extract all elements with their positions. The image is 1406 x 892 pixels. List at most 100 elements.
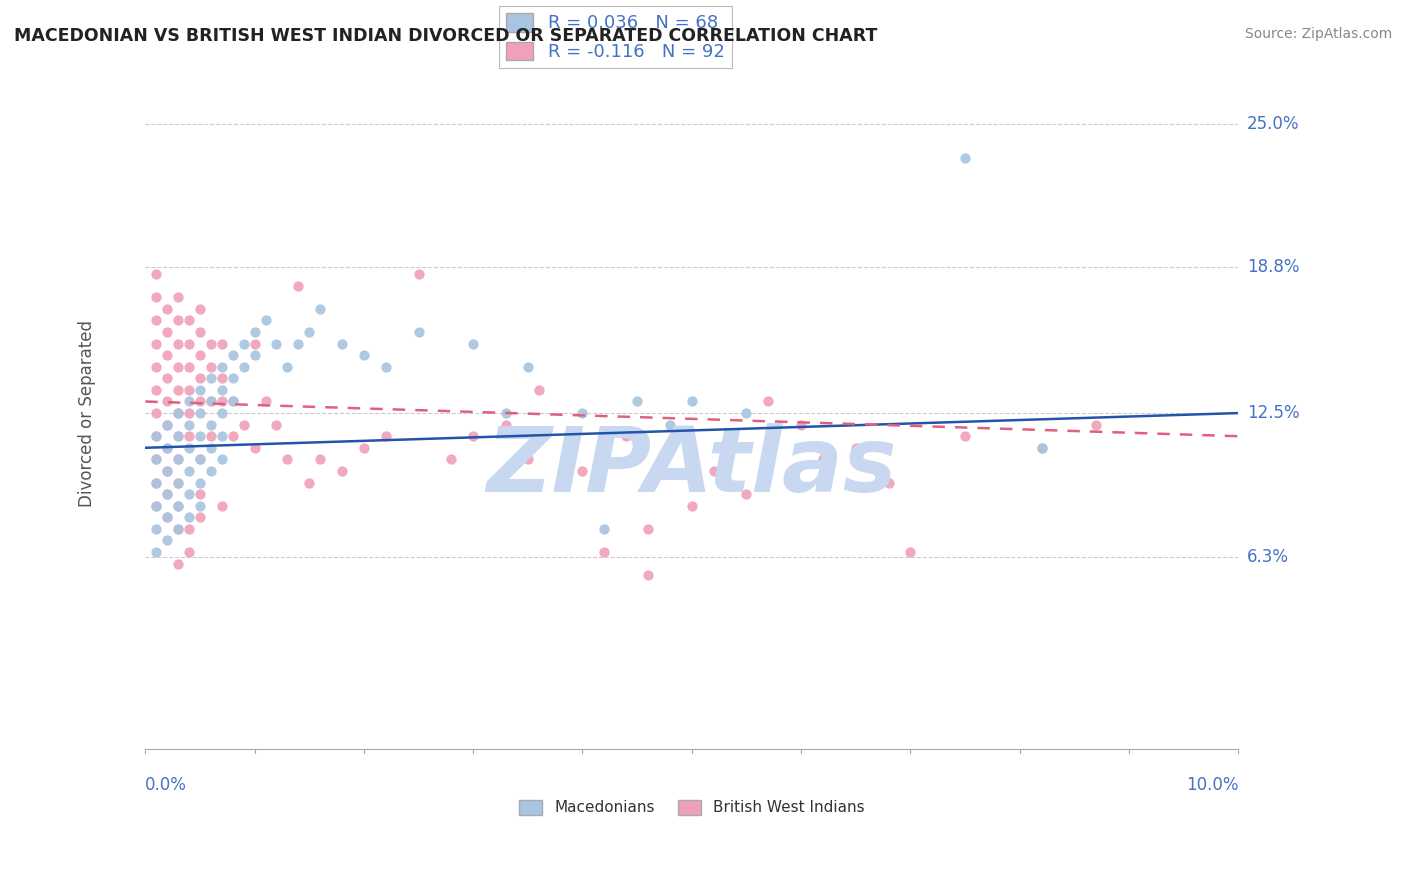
Point — [516, 359, 538, 374]
Point — [211, 336, 233, 351]
Point — [374, 359, 396, 374]
Point — [200, 441, 222, 455]
Legend: Macedonians, British West Indians: Macedonians, British West Indians — [513, 793, 870, 822]
Point — [177, 429, 200, 443]
Point — [188, 452, 211, 467]
Point — [463, 336, 485, 351]
Point — [177, 406, 200, 420]
Point — [527, 383, 550, 397]
Point — [681, 499, 703, 513]
Point — [156, 533, 179, 548]
Point — [200, 336, 222, 351]
Point — [145, 452, 167, 467]
Point — [145, 499, 167, 513]
Point — [211, 499, 233, 513]
Point — [167, 557, 190, 571]
Point — [658, 417, 681, 432]
Point — [167, 359, 190, 374]
Point — [156, 417, 179, 432]
Point — [167, 290, 190, 304]
Point — [495, 406, 517, 420]
Point — [188, 499, 211, 513]
Point — [188, 429, 211, 443]
Point — [243, 336, 266, 351]
Point — [156, 301, 179, 316]
Point — [309, 301, 332, 316]
Text: 10.0%: 10.0% — [1185, 776, 1239, 795]
Point — [200, 464, 222, 478]
Point — [156, 441, 179, 455]
Text: 25.0%: 25.0% — [1247, 115, 1299, 133]
Point — [211, 429, 233, 443]
Point — [156, 348, 179, 362]
Point — [145, 522, 167, 536]
Point — [1031, 441, 1053, 455]
Point — [232, 336, 254, 351]
Point — [593, 522, 616, 536]
Point — [156, 394, 179, 409]
Text: Divorced or Separated: Divorced or Separated — [79, 319, 96, 507]
Point — [222, 429, 245, 443]
Point — [167, 475, 190, 490]
Point — [167, 522, 190, 536]
Point — [845, 441, 868, 455]
Point — [177, 545, 200, 559]
Point — [156, 464, 179, 478]
Point — [145, 429, 167, 443]
Point — [156, 441, 179, 455]
Point — [167, 499, 190, 513]
Point — [177, 336, 200, 351]
Point — [222, 348, 245, 362]
Point — [1031, 441, 1053, 455]
Point — [266, 336, 288, 351]
Point — [188, 383, 211, 397]
Point — [188, 487, 211, 501]
Point — [145, 545, 167, 559]
Point — [156, 487, 179, 501]
Point — [167, 383, 190, 397]
Point — [145, 336, 167, 351]
Point — [243, 325, 266, 339]
Point — [156, 510, 179, 524]
Point — [287, 278, 309, 293]
Point — [330, 336, 353, 351]
Point — [593, 545, 616, 559]
Point — [571, 464, 593, 478]
Point — [145, 267, 167, 281]
Point — [167, 406, 190, 420]
Point — [232, 417, 254, 432]
Point — [188, 475, 211, 490]
Point — [898, 545, 921, 559]
Point — [167, 313, 190, 327]
Point — [330, 464, 353, 478]
Point — [877, 475, 900, 490]
Point — [211, 406, 233, 420]
Point — [222, 371, 245, 385]
Point — [188, 452, 211, 467]
Point — [145, 475, 167, 490]
Point — [156, 417, 179, 432]
Point — [145, 383, 167, 397]
Point — [200, 394, 222, 409]
Point — [167, 499, 190, 513]
Point — [408, 267, 430, 281]
Point — [353, 348, 375, 362]
Point — [211, 394, 233, 409]
Point — [145, 359, 167, 374]
Point — [243, 348, 266, 362]
Point — [145, 406, 167, 420]
Point — [167, 522, 190, 536]
Text: Source: ZipAtlas.com: Source: ZipAtlas.com — [1244, 27, 1392, 41]
Point — [188, 325, 211, 339]
Text: ZIPAtlas: ZIPAtlas — [486, 423, 897, 511]
Point — [156, 487, 179, 501]
Point — [266, 417, 288, 432]
Point — [200, 394, 222, 409]
Text: 6.3%: 6.3% — [1247, 548, 1289, 566]
Point — [200, 429, 222, 443]
Point — [200, 417, 222, 432]
Text: 12.5%: 12.5% — [1247, 404, 1299, 422]
Point — [516, 452, 538, 467]
Point — [626, 394, 648, 409]
Point — [177, 510, 200, 524]
